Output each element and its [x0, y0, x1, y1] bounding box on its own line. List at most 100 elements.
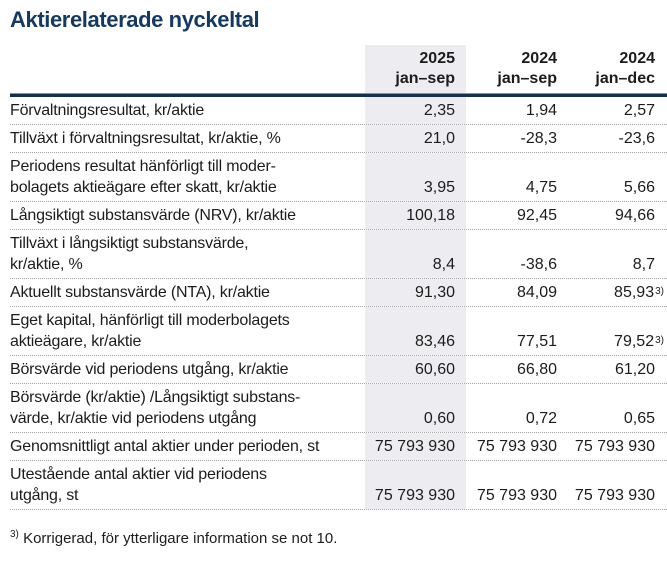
- row-label: Utestående antal aktier vid periodens ut…: [10, 466, 267, 504]
- value-text: 61,20: [614, 361, 655, 378]
- table-row: Tillväxt i långsiktigt substansvärde, kr…: [10, 230, 667, 279]
- value-cell: -28,3: [466, 125, 558, 152]
- value-text: 75 793 930: [574, 438, 655, 455]
- value-cell: -38,6: [466, 230, 558, 278]
- value-footnote-marker: 3): [655, 335, 664, 346]
- value-cell: 0,72: [466, 384, 558, 432]
- key-figures-table: 2025 jan–sep 2024 jan–sep 2024 jan–dec Förval…: [10, 45, 667, 510]
- row-label: Aktuellt substansvärde (NTA), kr/aktie: [10, 284, 270, 301]
- row-label: Eget kapital, hänförligt till moderbolag…: [10, 312, 290, 350]
- value-text: 2,57: [623, 102, 655, 119]
- value-cell: 61,20: [558, 356, 667, 383]
- value-text: 0,65: [623, 410, 655, 427]
- value-cell: 8,4: [365, 230, 466, 278]
- value-text: 2,35: [423, 102, 455, 119]
- value-text: 66,80: [516, 361, 557, 378]
- value-text: -28,3: [520, 130, 557, 147]
- value-cell: 75 793 930: [365, 461, 466, 509]
- column-header: 2025 jan–sep: [365, 45, 466, 93]
- table-row: Börsvärde vid periodens utgång, kr/aktie…: [10, 356, 667, 384]
- value-cell: 66,80: [466, 356, 558, 383]
- page-title: Aktierelaterade nyckeltal: [10, 7, 260, 32]
- value-cell: 3,95: [365, 153, 466, 201]
- value-text: 4,75: [525, 179, 557, 196]
- table-row: Genomsnittligt antal aktier under period…: [10, 433, 667, 461]
- header-rule: [10, 93, 667, 97]
- value-cell: 84,09: [466, 279, 558, 306]
- value-cell: 2,57: [558, 97, 667, 124]
- value-cell: 92,45: [466, 202, 558, 229]
- value-cell: 79,52 3): [558, 307, 667, 355]
- table-row: Tillväxt i förvaltningsresultat, kr/akti…: [10, 125, 667, 153]
- table-header-row: 2025 jan–sep 2024 jan–sep 2024 jan–dec: [10, 45, 667, 93]
- value-cell: 0,60: [365, 384, 466, 432]
- value-footnote-marker: 3): [655, 286, 664, 297]
- column-header: 2024 jan–sep: [466, 45, 558, 93]
- column-header-period: jan–dec: [595, 70, 655, 87]
- value-text: 21,0: [423, 130, 455, 147]
- column-header-year: 2025: [419, 50, 455, 67]
- column-header-period: jan–sep: [497, 70, 557, 87]
- column-header: 2024 jan–dec: [558, 45, 667, 93]
- value-text: 8,4: [432, 256, 455, 273]
- value-text: 75 793 930: [476, 438, 557, 455]
- header-spacer-cell: [10, 45, 365, 93]
- value-text: 0,72: [525, 410, 557, 427]
- value-cell: 4,75: [466, 153, 558, 201]
- value-cell: 0,65: [558, 384, 667, 432]
- table-row: Periodens resultat hänförligt till moder…: [10, 153, 667, 202]
- value-text: 84,09: [516, 284, 557, 301]
- column-header-year: 2024: [619, 50, 655, 67]
- footnote-text: Korrigerad, för ytterligare information …: [23, 530, 338, 547]
- value-cell: 94,66: [558, 202, 667, 229]
- footnote: 3) Korrigerad, för ytterligare informati…: [10, 529, 667, 548]
- table-row: Långsiktigt substansvärde (NRV), kr/akti…: [10, 202, 667, 230]
- value-text: 8,7: [632, 256, 655, 273]
- row-label: Långsiktigt substansvärde (NRV), kr/akti…: [10, 207, 296, 224]
- report-page: Aktierelaterade nyckeltal 2025 jan–sep 202…: [0, 6, 667, 573]
- value-text: 1,94: [525, 102, 557, 119]
- value-cell: 91,30: [365, 279, 466, 306]
- row-label: Periodens resultat hänförligt till moder…: [10, 158, 277, 196]
- value-cell: 21,0: [365, 125, 466, 152]
- value-cell: 75 793 930: [365, 433, 466, 460]
- table-row: Utestående antal aktier vid periodens ut…: [10, 461, 667, 510]
- value-text: 75 793 930: [374, 487, 455, 504]
- value-text: 75 793 930: [374, 438, 455, 455]
- value-text: 5,66: [623, 179, 655, 196]
- row-label: Tillväxt i långsiktigt substansvärde, kr…: [10, 235, 249, 273]
- value-text: -23,6: [618, 130, 655, 147]
- value-cell: 8,7: [558, 230, 667, 278]
- table-row: Börsvärde (kr/aktie) /Långsiktigt substa…: [10, 384, 667, 433]
- value-text: 79,52: [614, 333, 655, 350]
- column-header-year: 2024: [521, 50, 557, 67]
- value-cell: 75 793 930: [466, 433, 558, 460]
- value-text: 0,60: [423, 410, 455, 427]
- value-text: 60,60: [414, 361, 455, 378]
- value-text: -38,6: [520, 256, 557, 273]
- row-label: Tillväxt i förvaltningsresultat, kr/akti…: [10, 130, 281, 147]
- value-cell: 75 793 930: [558, 461, 667, 509]
- value-text: 75 793 930: [574, 487, 655, 504]
- value-cell: -23,6: [558, 125, 667, 152]
- row-label: Förvaltningsresultat, kr/aktie: [10, 102, 205, 119]
- value-text: 3,95: [423, 179, 455, 196]
- value-text: 100,18: [406, 207, 455, 224]
- table-row: Eget kapital, hänförligt till moderbolag…: [10, 307, 667, 356]
- value-cell: 75 793 930: [466, 461, 558, 509]
- value-cell: 75 793 930: [558, 433, 667, 460]
- row-label: Börsvärde vid periodens utgång, kr/aktie: [10, 361, 289, 378]
- value-cell: 100,18: [365, 202, 466, 229]
- column-header-period: jan–sep: [395, 70, 455, 87]
- table-body: Förvaltningsresultat, kr/aktie 2,35 1,94 2,…: [10, 97, 667, 510]
- value-cell: 2,35: [365, 97, 466, 124]
- value-cell: 85,93 3): [558, 279, 667, 306]
- value-text: 85,93: [614, 284, 655, 301]
- value-cell: 60,60: [365, 356, 466, 383]
- value-text: 77,51: [516, 333, 557, 350]
- row-label: Börsvärde (kr/aktie) /Långsiktigt substa…: [10, 389, 301, 427]
- value-text: 75 793 930: [476, 487, 557, 504]
- value-text: 91,30: [414, 284, 455, 301]
- table-row: Förvaltningsresultat, kr/aktie 2,35 1,94 2,…: [10, 97, 667, 125]
- value-cell: 83,46: [365, 307, 466, 355]
